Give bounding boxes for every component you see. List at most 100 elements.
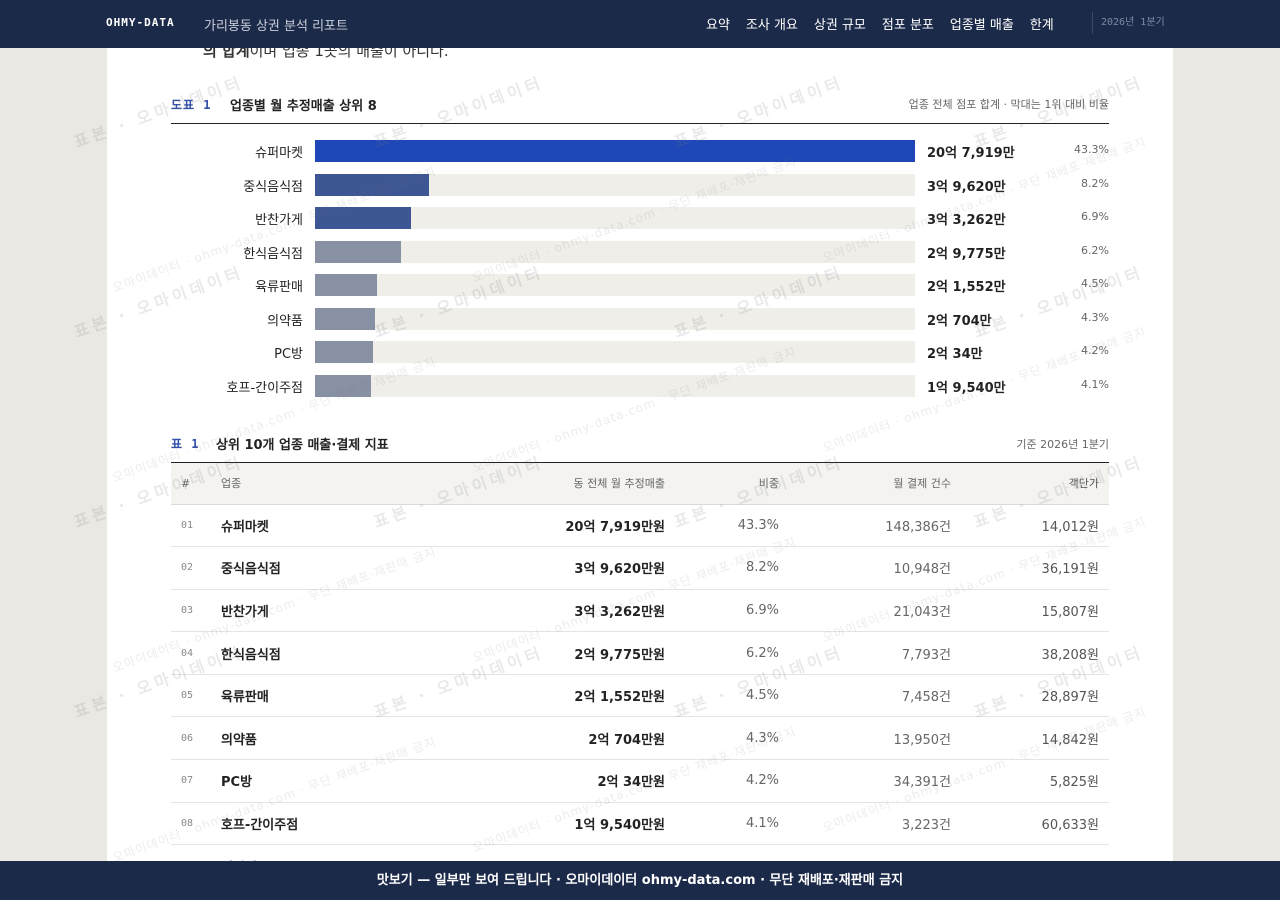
- row-payment-count: 13,950건: [779, 716, 951, 761]
- report-sheet: 의 합계이며 업종 1곳의 매출이 아니다. 도표 1 업종별 월 추정매출 상…: [107, 48, 1173, 861]
- row-payment-count: 148,386건: [779, 504, 951, 548]
- row-payment-count: 10,948건: [779, 546, 951, 590]
- row-share: [665, 844, 779, 861]
- bar-share-label: 6.2%: [1081, 243, 1109, 257]
- row-payment-count: 3,223건: [779, 802, 951, 846]
- bar: [315, 173, 430, 196]
- table-row: 02 중식음식점 3억 9,620만원 8.2% 10,948건 36,191원: [171, 546, 1109, 590]
- row-avg-ticket: 38,208원: [951, 631, 1109, 675]
- table-row: 03 반찬가게 3억 3,262만원 6.9% 21,043건 15,807원: [171, 589, 1109, 633]
- row-rank: 05: [171, 674, 221, 718]
- table-header: 표 1 상위 10개 업종 매출·결제 지표 기준 2026년 1분기: [171, 432, 1109, 463]
- row-payment-count: 7,458건: [779, 674, 951, 718]
- row-share: 6.9%: [665, 589, 779, 633]
- intro-rest-text: 이며 업종 1곳의 매출이 아니다.: [249, 48, 449, 60]
- bar-category-label: 슈퍼마켓: [255, 146, 303, 161]
- nav-item-summary[interactable]: 요약: [706, 18, 730, 33]
- table-row: 09편의점: [171, 844, 1109, 861]
- row-sales: 2억 704만원: [431, 716, 665, 761]
- row-payment-count: [779, 844, 951, 861]
- row-avg-ticket: 14,842원: [951, 716, 1109, 761]
- col-header-payment-count: 월 결제 건수: [779, 463, 951, 505]
- row-payment-count: 7,793건: [779, 631, 951, 675]
- bar-row: 의약품 2억 704만 4.3%: [171, 307, 1109, 330]
- bar-value-label: 20억 7,919만: [927, 146, 1015, 161]
- bar-row: 육류판매 2억 1,552만 4.5%: [171, 274, 1109, 296]
- row-avg-ticket: 14,012원: [951, 504, 1109, 548]
- row-share: 4.5%: [665, 674, 779, 718]
- intro-bold-text: 의 합계: [203, 48, 250, 60]
- table-row: 06 의약품 2억 704만원 4.3% 13,950건 14,842원: [171, 716, 1109, 761]
- row-payment-count: 21,043건: [779, 589, 951, 633]
- table-note: 기준 2026년 1분기: [1016, 438, 1109, 451]
- row-category: 호프-간이주점: [221, 802, 431, 846]
- bar-track: [315, 240, 915, 263]
- row-share: 8.2%: [665, 546, 779, 590]
- row-avg-ticket: 15,807원: [951, 589, 1109, 633]
- bar-value-label: 3억 3,262만: [927, 213, 1006, 228]
- table-row: 07 PC방 2억 34만원 4.2% 34,391건 5,825원: [171, 759, 1109, 803]
- row-category: 중식음식점: [221, 546, 431, 590]
- bar-category-label: PC방: [274, 347, 303, 362]
- row-sales: 3억 9,620만원: [431, 546, 665, 590]
- row-share: 43.3%: [665, 504, 779, 548]
- bar-row: 반찬가게 3억 3,262만 6.9%: [171, 207, 1109, 229]
- bar-row: 중식음식점 3억 9,620만 8.2%: [171, 173, 1109, 196]
- row-rank: 09: [171, 844, 221, 861]
- table-title: 상위 10개 업종 매출·결제 지표: [216, 438, 389, 453]
- row-rank: 04: [171, 631, 221, 675]
- brand-logo[interactable]: OHMY-DATA: [106, 16, 175, 29]
- table-row: 01 슈퍼마켓 20억 7,919만원 43.3% 148,386건 14,012원: [171, 504, 1109, 548]
- row-category: 편의점: [221, 844, 431, 861]
- row-sales: 2억 1,552만원: [431, 674, 665, 718]
- bar: [315, 274, 378, 296]
- bar-share-label: 4.3%: [1081, 310, 1109, 324]
- bar-category-label: 중식음식점: [243, 179, 303, 195]
- bar-share-label: 4.1%: [1081, 377, 1109, 391]
- row-avg-ticket: 28,897원: [951, 674, 1109, 718]
- table-row: 05 육류판매 2억 1,552만원 4.5% 7,458건 28,897원: [171, 674, 1109, 718]
- bar-share-label: 43.3%: [1074, 143, 1109, 156]
- quarter-label: 2026년 1분기: [1092, 12, 1165, 34]
- row-share: 4.3%: [665, 716, 779, 761]
- preview-footer-banner: 맛보기 — 일부만 보여 드립니다 · 오마이데이터 ohmy-data.com…: [0, 861, 1280, 900]
- nav-item-limitations[interactable]: 한계: [1029, 18, 1054, 33]
- nav-item-survey-overview[interactable]: 조사 개요: [745, 18, 798, 33]
- col-header-avg-ticket: 객단가: [951, 463, 1109, 505]
- col-header-category: 업종: [221, 463, 431, 505]
- row-avg-ticket: [951, 844, 1109, 861]
- top-navigation-bar: OHMY-DATA 가리봉동 상권 분석 리포트 요약 조사 개요 상권 규모 …: [0, 0, 1280, 48]
- col-header-rank: #: [171, 463, 221, 505]
- nav-item-market-size[interactable]: 상권 규모: [813, 18, 866, 33]
- row-category: PC방: [221, 759, 431, 803]
- row-avg-ticket: 5,825원: [951, 759, 1109, 803]
- bar-row: PC방 2억 34만 4.2%: [171, 341, 1109, 363]
- bar-row: 호프-간이주점 1억 9,540만 4.1%: [171, 374, 1109, 397]
- bar-share-label: 6.9%: [1081, 210, 1109, 223]
- figure-tag: 도표 1: [171, 98, 212, 112]
- table-row: 08 호프-간이주점 1억 9,540만원 4.1% 3,223건 60,633원: [171, 802, 1109, 846]
- bar-share-label: 4.2%: [1081, 344, 1109, 357]
- nav-item-store-distribution[interactable]: 점포 분포: [881, 18, 934, 33]
- row-sales: 3억 3,262만원: [431, 589, 665, 633]
- row-category: 슈퍼마켓: [221, 504, 431, 548]
- row-rank: 07: [171, 759, 221, 803]
- figure-title: 업종별 월 추정매출 상위 8: [230, 99, 377, 114]
- table-row: 04 한식음식점 2억 9,775만원 6.2% 7,793건 38,208원: [171, 631, 1109, 675]
- bar-track: [315, 173, 915, 196]
- nav-item-sales-by-category[interactable]: 업종별 매출: [949, 18, 1014, 33]
- report-title: 가리봉동 상권 분석 리포트: [204, 19, 348, 34]
- row-rank: 03: [171, 589, 221, 633]
- bar-row: 슈퍼마켓 20억 7,919만 43.3%: [171, 140, 1109, 162]
- row-rank: 08: [171, 802, 221, 846]
- bar-track: [315, 140, 915, 162]
- row-sales: [431, 844, 665, 861]
- row-sales: 1억 9,540만원: [431, 802, 665, 846]
- bar-track: [315, 307, 915, 330]
- figure-note: 업종 전체 점포 합계 · 막대는 1위 대비 비율: [908, 98, 1109, 111]
- bar: [315, 307, 375, 330]
- table-header-row: # 업종 동 전체 월 추정매출 비중 월 결제 건수 객단가: [171, 463, 1109, 505]
- bar: [315, 341, 373, 363]
- bar-track: [315, 374, 915, 397]
- row-sales: 20억 7,919만원: [431, 504, 665, 548]
